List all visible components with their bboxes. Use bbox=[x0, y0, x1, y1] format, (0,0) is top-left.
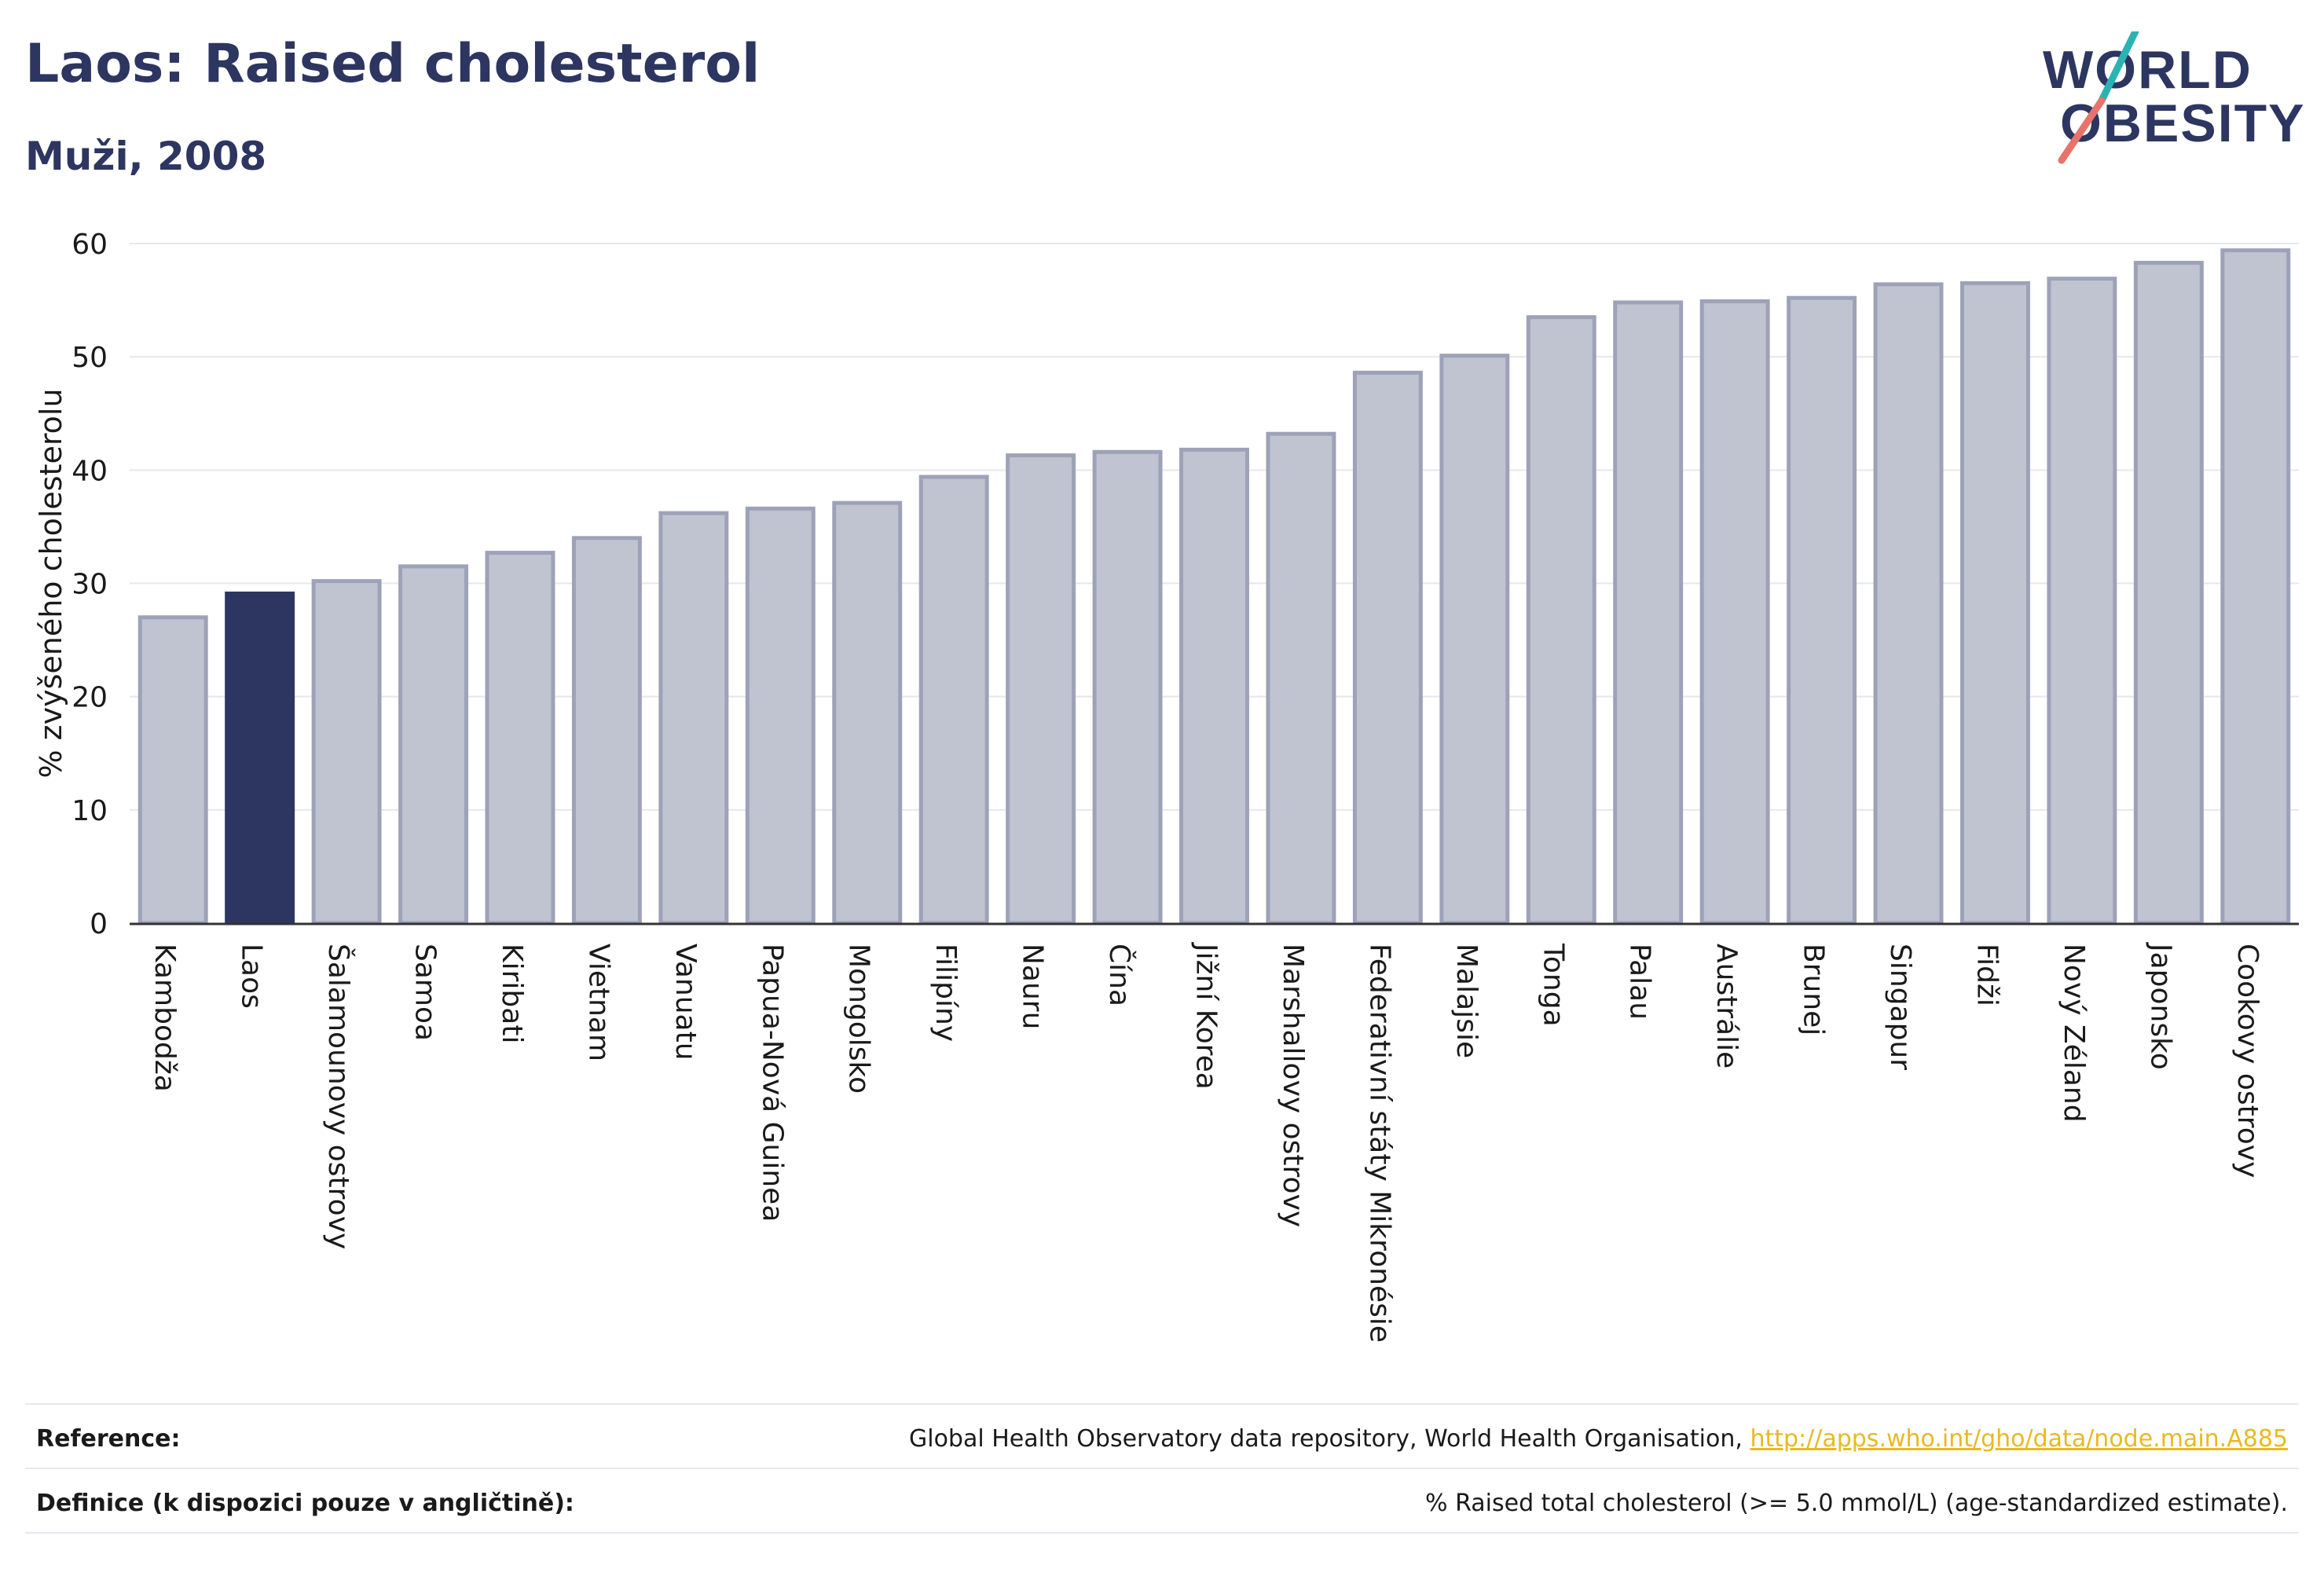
bar-0[interactable] bbox=[137, 615, 208, 925]
x-tick-label: Singapur bbox=[1884, 944, 1916, 1070]
bar-1[interactable] bbox=[225, 591, 295, 925]
logo-slash-coral bbox=[2058, 97, 2106, 164]
x-tick-label: Laos bbox=[236, 944, 268, 1009]
bar-6[interactable] bbox=[658, 511, 729, 925]
definition-value: % Raised total cholesterol (>= 5.0 mmol/… bbox=[1425, 1490, 2288, 1517]
definition-label: Definice (k dispozici pouze v angličtině… bbox=[36, 1490, 574, 1517]
footer-divider-top bbox=[25, 1403, 2299, 1405]
y-tick-label: 50 bbox=[71, 342, 108, 374]
x-tick-label: Čína bbox=[1103, 944, 1136, 1006]
x-tick-label: Palau bbox=[1624, 944, 1656, 1020]
x-tick-label: Samoa bbox=[409, 944, 442, 1041]
chart-title: Laos: Raised cholesterol bbox=[25, 33, 761, 95]
footer-divider-middle bbox=[25, 1468, 2299, 1469]
x-tick-label: Filipíny bbox=[929, 944, 962, 1042]
x-tick-label: Cookovy ostrovy bbox=[2231, 944, 2264, 1178]
x-tick-label: Tonga bbox=[1537, 943, 1569, 1027]
x-tick-label: Šalamounovy ostrovy bbox=[322, 944, 355, 1249]
bar-16[interactable] bbox=[1526, 315, 1596, 925]
bar-chart: 0 10 20 30 40 50 60 Kambodža Laos Šalamounovy os… bbox=[34, 229, 2299, 1343]
x-tick-label: Nový Zéland bbox=[2058, 944, 2090, 1123]
bar-23[interactable] bbox=[2133, 261, 2204, 925]
bar-17[interactable] bbox=[1613, 300, 1684, 925]
x-tick-label: Kiribati bbox=[496, 944, 528, 1043]
bar-5[interactable] bbox=[571, 536, 642, 925]
x-tick-label: Fidži bbox=[1970, 944, 2003, 1006]
x-tick-label: Japonsko bbox=[2144, 942, 2176, 1070]
bar-24[interactable] bbox=[2220, 248, 2291, 925]
x-tick-label: Jižní Korea bbox=[1190, 942, 1222, 1090]
bar-8[interactable] bbox=[832, 500, 903, 925]
y-axis-label: % zvýšeného cholesterolu bbox=[34, 388, 68, 778]
x-tick-label: Federativní státy Mikronésie bbox=[1363, 944, 1395, 1343]
bar-7[interactable] bbox=[745, 506, 816, 925]
x-tick-label: Mongolsko bbox=[843, 944, 875, 1094]
y-tick-label: 20 bbox=[71, 682, 108, 714]
x-tick-label: Malajsie bbox=[1450, 944, 1483, 1058]
bar-2[interactable] bbox=[311, 579, 382, 925]
x-tick-label: Vietnam bbox=[582, 944, 614, 1061]
bar-22[interactable] bbox=[2047, 277, 2117, 925]
x-tick-label: Vanuatu bbox=[669, 944, 702, 1061]
reference-value: Global Health Observatory data repositor… bbox=[909, 1425, 2288, 1453]
bar-13[interactable] bbox=[1266, 431, 1336, 925]
x-tick-label: Nauru bbox=[1017, 944, 1049, 1029]
bar-19[interactable] bbox=[1787, 295, 1857, 925]
world-obesity-logo: WORLD OBESITY bbox=[2043, 31, 2304, 164]
y-tick-label: 10 bbox=[71, 795, 108, 827]
x-tick-label: Marshallovy ostrovy bbox=[1277, 944, 1309, 1227]
bar-15[interactable] bbox=[1439, 354, 1510, 925]
reference-text: Global Health Observatory data repositor… bbox=[909, 1425, 1743, 1453]
bar-9[interactable] bbox=[918, 475, 989, 925]
y-tick-label: 0 bbox=[90, 908, 108, 940]
y-tick-labels: 0 10 20 30 40 50 60 bbox=[71, 229, 108, 940]
bar-21[interactable] bbox=[1959, 280, 2030, 925]
bar-20[interactable] bbox=[1873, 282, 1944, 925]
bar-10[interactable] bbox=[1006, 453, 1076, 925]
y-tick-label: 40 bbox=[71, 455, 108, 487]
y-tick-label: 60 bbox=[71, 229, 108, 261]
x-tick-label: Kambodža bbox=[148, 944, 181, 1092]
logo-text-world: WORLD bbox=[2043, 40, 2253, 100]
x-tick-label: Papua-Nová Guinea bbox=[756, 944, 788, 1222]
y-tick-label: 30 bbox=[71, 569, 108, 601]
x-tick-label: Brunej bbox=[1798, 944, 1830, 1035]
bar-4[interactable] bbox=[485, 551, 555, 925]
reference-link[interactable]: http://apps.who.int/gho/data/node.main.A… bbox=[1750, 1425, 2288, 1453]
bar-18[interactable] bbox=[1699, 299, 1770, 925]
chart-subtitle: Muži, 2008 bbox=[25, 134, 267, 179]
x-tick-labels: Kambodža Laos Šalamounovy ostrovy Samoa Kiri… bbox=[148, 942, 2264, 1343]
x-tick-label: Austrálie bbox=[1710, 944, 1743, 1068]
bar-14[interactable] bbox=[1352, 370, 1423, 925]
footer-divider-bottom bbox=[25, 1532, 2299, 1534]
bars bbox=[137, 248, 2291, 925]
bar-12[interactable] bbox=[1179, 447, 1249, 925]
reference-label: Reference: bbox=[36, 1425, 181, 1453]
bar-3[interactable] bbox=[398, 564, 469, 925]
bar-11[interactable] bbox=[1092, 449, 1163, 925]
logo-slash-teal bbox=[2098, 31, 2139, 104]
